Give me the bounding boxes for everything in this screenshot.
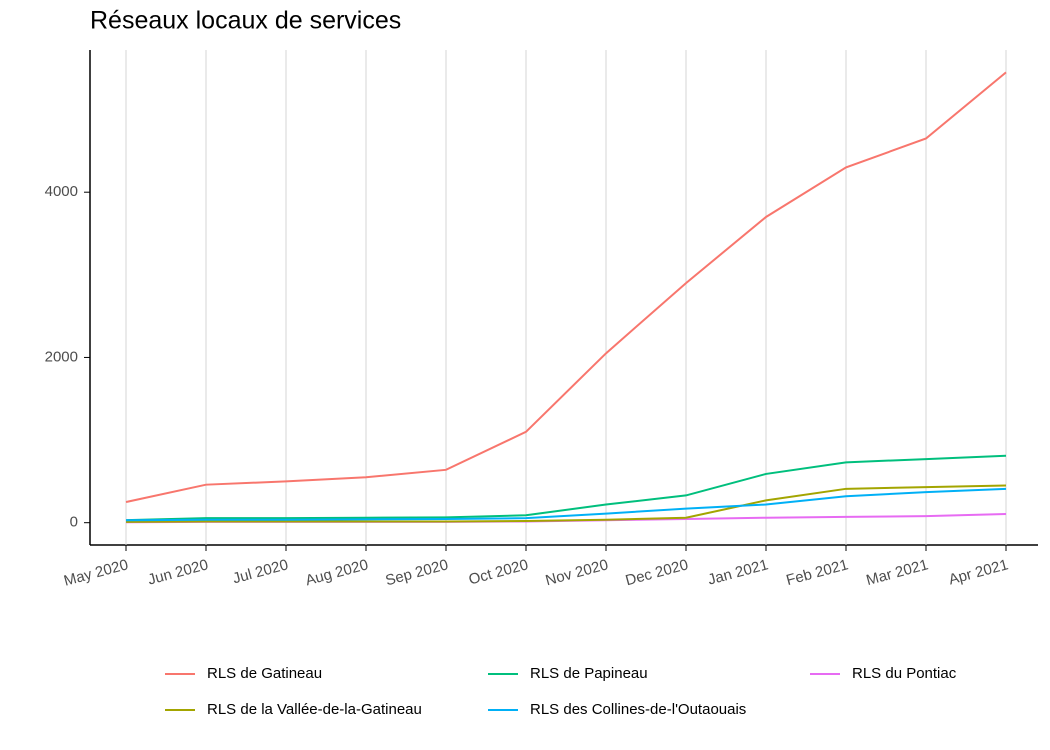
- x-tick-label: Nov 2020: [544, 556, 610, 589]
- x-tick-label: Sep 2020: [384, 556, 450, 589]
- y-tick-label: 0: [70, 514, 78, 531]
- x-tick-label: Jan 2021: [706, 556, 770, 588]
- series-line: [125, 487, 1007, 522]
- x-tick-label: Apr 2021: [947, 556, 1010, 588]
- x-tick-label: Aug 2020: [304, 556, 370, 589]
- series-line: [125, 71, 1007, 504]
- legend-label: RLS de la Vallée-de-la-Gatineau: [207, 701, 422, 718]
- legend-label: RLS du Pontiac: [852, 665, 957, 682]
- y-tick-label: 2000: [45, 348, 78, 365]
- x-tick-label: Mar 2021: [864, 556, 930, 589]
- y-tick-label: 4000: [45, 183, 78, 200]
- legend-label: RLS des Collines-de-l'Outaouais: [530, 701, 746, 718]
- legend-label: RLS de Gatineau: [207, 665, 322, 682]
- x-tick-label: Jul 2020: [231, 556, 290, 587]
- x-tick-label: Oct 2020: [467, 556, 530, 588]
- series-line: [125, 454, 1007, 522]
- chart-title: Réseaux locaux de services: [90, 7, 401, 35]
- x-tick-label: Feb 2021: [784, 556, 850, 589]
- legend-label: RLS de Papineau: [530, 665, 648, 682]
- series-line: [125, 484, 1007, 523]
- x-tick-label: May 2020: [62, 556, 130, 589]
- x-tick-label: Jun 2020: [146, 556, 210, 588]
- x-tick-label: Dec 2020: [624, 556, 690, 589]
